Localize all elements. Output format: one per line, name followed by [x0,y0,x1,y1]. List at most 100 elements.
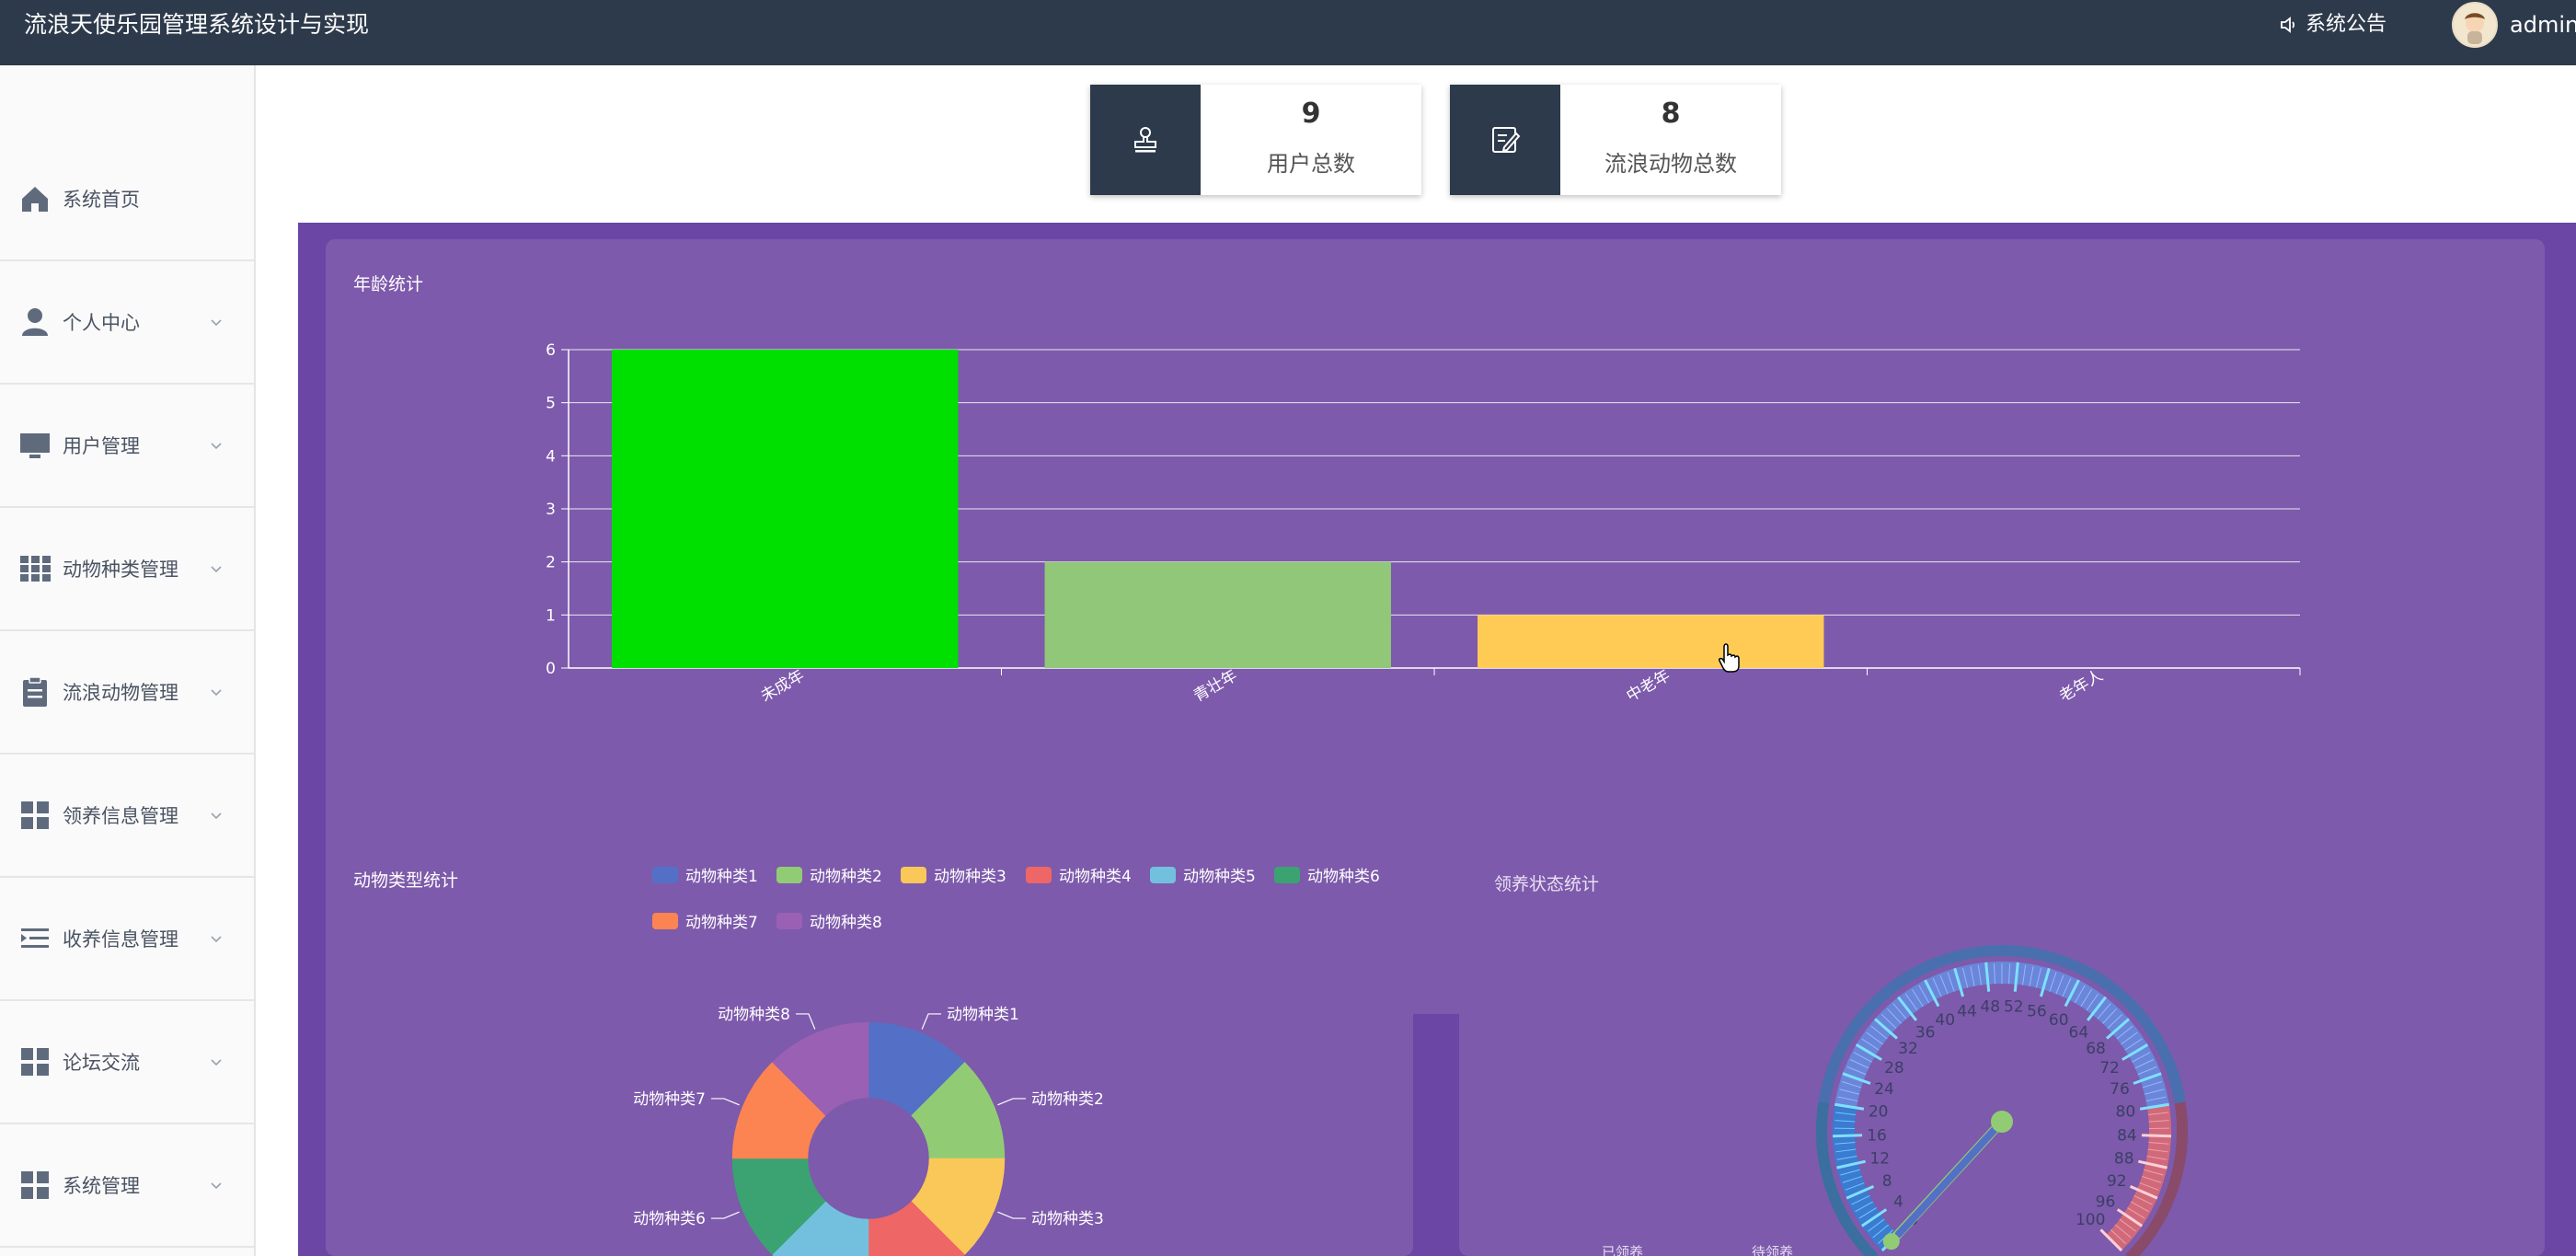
y-tick-label: 0 [546,660,556,678]
sidebar-item-personal-center[interactable]: 个人中心 [0,261,254,385]
gauge-needle-head [1991,1111,2013,1133]
bar[interactable] [1044,561,1391,668]
legend-item[interactable]: 动物种类7 [652,909,758,932]
gauge-tick-label: 88 [2114,1150,2134,1169]
avatar[interactable] [2452,2,2498,48]
gauge-tick-label: 92 [2107,1172,2127,1191]
gauge-tick-label: 40 [1935,1011,1955,1030]
gauge-major-tick [2139,1102,2169,1111]
pie-label-line [710,1098,740,1106]
gauge-minor-tick [1837,1096,1858,1102]
gauge-minor-tick [1850,1059,1869,1069]
sidebar-item-system-management[interactable]: 系统管理 [0,1124,254,1248]
gauge-major-tick [1860,1208,1888,1227]
bar[interactable] [612,350,959,668]
gauge-tick-label: 16 [1867,1126,1887,1145]
gauge-tick-label: 100 [2076,1211,2105,1229]
gauge-minor-tick [1861,1038,1880,1051]
sidebar-item-stray-animal-management[interactable]: 流浪动物管理 [0,631,254,755]
gauge-major-tick [2013,962,2019,992]
animal-type-panel: 动物类型统计 动物种类1 动物种类2 动物种类3 动物种类4 动物种类5 动物种类6 动物种… [326,832,1413,1256]
sidebar-item-label: 论坛交流 [63,1052,140,1074]
gauge-major-tick [1833,1134,1863,1138]
pie-label-line [997,1098,1027,1106]
pie-label: 动物种类2 [1031,1090,1104,1109]
y-tick-label: 1 [546,606,556,625]
sidebar-item-label: 动物种类管理 [63,559,178,581]
gauge-minor-tick [2146,1156,2168,1160]
stat-label: 用户总数 [1267,151,1355,177]
sidebar-item-adoption-info-management[interactable]: 领养信息管理 [0,755,254,878]
gauge-tick-label: 72 [2099,1059,2120,1077]
gauge-minor-tick [2147,1148,2168,1153]
gauge-tick-label: 96 [2096,1193,2116,1211]
apps-icon [21,1171,49,1199]
legend-label: 动物种类5 [1183,868,1256,886]
legend-item[interactable]: 动物种类4 [1026,863,1132,886]
gauge-minor-tick [1866,1031,1883,1045]
gauge-minor-tick [2139,1182,2159,1191]
gauge-major-tick [2129,1184,2158,1200]
gauge-minor-tick [2116,1025,2133,1040]
y-tick-label: 5 [546,395,556,413]
legend-label: 动物种类6 [1307,868,1380,886]
pie-label: 动物种类6 [633,1210,706,1228]
gauge-minor-tick [1970,966,1975,986]
sidebar-item-home[interactable]: 系统首页 [0,138,254,261]
legend-item[interactable]: 动物种类2 [776,863,882,886]
gauge-minor-tick [2102,1008,2117,1024]
chevron-down-icon [211,1182,222,1190]
username[interactable]: admin [2510,12,2576,38]
pie-slice[interactable] [868,1201,966,1256]
sidebar-item-foster-info-management[interactable]: 收养信息管理 [0,878,254,1001]
gauge-minor-tick [1842,1175,1862,1183]
sidebar-item-animal-type-management[interactable]: 动物种类管理 [0,508,254,631]
sidebar-item-user-management[interactable]: 用户管理 [0,385,254,508]
gauge-minor-tick [1993,963,1995,985]
gauge-minor-tick [1858,1207,1877,1219]
legend-swatch [652,912,678,929]
gauge-major-tick [1953,967,1965,997]
pie-label-line [997,1211,1027,1219]
pie-label: 动物种类1 [947,1006,1019,1024]
gauge-minor-tick [2114,1224,2132,1239]
gauge-minor-tick [2008,963,2011,985]
gauge-tick-label: 84 [2117,1126,2137,1145]
gauge-minor-tick [2029,966,2034,986]
legend-swatch [1150,866,1176,883]
pie-slice[interactable] [771,1021,869,1116]
legend-label: 动物种类1 [685,868,758,886]
gauge-minor-tick [1845,1182,1865,1191]
gauge-major-tick [2141,1134,2171,1138]
gauge-minor-tick [1836,1156,1857,1160]
legend-item[interactable]: 动物种类1 [652,863,758,886]
gauge-minor-tick [1835,1148,1857,1153]
gauge-minor-tick [1841,1081,1862,1089]
y-tick-label: 6 [546,341,556,360]
pie-label: 动物种类3 [1031,1210,1104,1228]
sidebar-item-forum[interactable]: 论坛交流 [0,1001,254,1124]
gauge-tick-label: 24 [1874,1080,1894,1099]
legend-item[interactable]: 动物种类8 [776,909,882,932]
gauge-tick-label: 80 [2116,1103,2136,1122]
legend-item[interactable]: 动物种类5 [1150,863,1256,886]
apps-icon [21,1048,49,1076]
gauge-tick-label: 56 [2027,1002,2047,1020]
stat-card-animals: 8 流浪动物总数 [1450,85,1781,195]
gauge-major-tick [2133,1072,2162,1085]
system-notice-link[interactable]: 系统公告 [2280,0,2386,50]
gauge-legend-item-1: 已领养 [1602,1244,1644,1256]
bar[interactable] [1478,615,1824,668]
gauge-minor-tick [2137,1066,2157,1076]
gauge-tick-label: 4 [1893,1193,1903,1211]
pie-label-line [921,1013,942,1030]
legend-item[interactable]: 动物种类3 [901,863,1006,886]
apps-icon [21,801,49,829]
stamp-icon [1134,127,1156,153]
user-icon [22,308,48,336]
legend-item[interactable]: 动物种类6 [1274,863,1380,886]
gauge-minor-tick [1834,1142,1856,1145]
gauge-minor-tick [1977,964,1982,985]
gauge-major-tick [1842,1072,1871,1085]
gauge-major-tick [2106,1018,2131,1040]
